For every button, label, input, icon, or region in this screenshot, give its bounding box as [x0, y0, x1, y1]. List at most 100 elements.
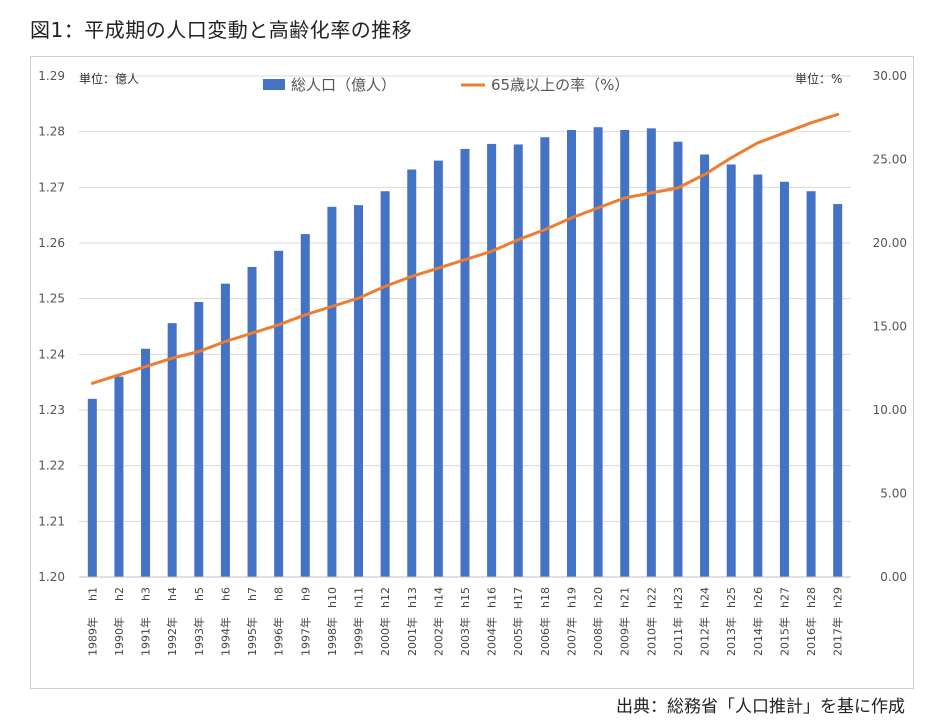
- bar: [593, 127, 603, 578]
- x-tick-era-label: h9: [299, 587, 312, 601]
- x-tick-year-label: 2000年: [378, 617, 392, 656]
- left-axis-tick-label: 1.28: [38, 125, 65, 139]
- x-tick-year-label: 2014年: [751, 617, 765, 656]
- x-tick-year-label: 1993年: [192, 617, 206, 656]
- bar: [513, 144, 523, 577]
- x-tick-era-label: h5: [193, 587, 206, 601]
- right-axis-tick-label: 0.00: [880, 570, 907, 584]
- bar: [833, 204, 843, 578]
- legend-aging-rate-label: 65歳以上の率（%）: [491, 76, 629, 94]
- right-axis-tick-label: 25.00: [873, 153, 907, 167]
- x-tick-era-label: h19: [565, 587, 578, 608]
- x-tick-era-label: h3: [140, 587, 153, 601]
- bar: [141, 348, 151, 577]
- x-tick-year-label: 2012年: [698, 617, 712, 656]
- right-axis-tick-label: 5.00: [880, 487, 907, 501]
- bar: [407, 169, 417, 577]
- x-tick-era-label: h24: [699, 587, 712, 608]
- bar: [327, 206, 337, 578]
- left-axis-unit-label: 単位：億人: [79, 71, 139, 86]
- x-tick-era-label: H23: [672, 587, 685, 609]
- right-axis-tick-label: 30.00: [873, 69, 907, 83]
- x-tick-year-label: 1992年: [165, 617, 179, 656]
- left-axis-tick-label: 1.26: [38, 236, 65, 250]
- x-tick-era-label: h28: [805, 587, 818, 608]
- legend-population-label: 総人口（億人）: [291, 76, 396, 94]
- bar: [620, 129, 630, 577]
- x-tick-year-label: 2007年: [564, 617, 578, 656]
- x-tick-year-label: 2005年: [511, 617, 525, 656]
- x-tick-era-label: h11: [353, 587, 366, 608]
- bar: [300, 234, 310, 578]
- bar: [167, 323, 177, 577]
- right-axis-unit-label: 単位：%: [795, 71, 842, 86]
- bar: [433, 160, 443, 577]
- x-tick-era-label: h22: [645, 587, 658, 608]
- right-axis-tick-label: 10.00: [873, 403, 907, 417]
- left-axis-tick-label: 1.25: [38, 292, 65, 306]
- bar: [487, 143, 497, 577]
- x-tick-era-label: h18: [539, 587, 552, 608]
- x-tick-year-label: 2011年: [671, 617, 685, 656]
- axes: 1.20 1.21 1.22 1.23 1.24 1.25 1.26 1.27 1.28 1.29…: [38, 69, 907, 656]
- x-tick-year-label: 2006年: [538, 617, 552, 656]
- bar: [274, 250, 284, 577]
- x-tick-era-label: H17: [512, 587, 525, 609]
- x-tick-year-label: 2001年: [405, 617, 419, 656]
- x-tick-year-label: 2009年: [618, 617, 632, 656]
- chart-svg: 1.20 1.21 1.22 1.23 1.24 1.25 1.26 1.27 1.28 1.29…: [38, 69, 907, 656]
- legend-bar-swatch: [263, 79, 285, 90]
- x-tick-era-label: h1: [86, 587, 99, 601]
- legend: 総人口（億人） 65歳以上の率（%）: [263, 76, 629, 94]
- chart-area: 1.20 1.21 1.22 1.23 1.24 1.25 1.26 1.27 1.28 1.29…: [30, 56, 914, 689]
- left-axis-tick-label: 1.21: [38, 514, 65, 528]
- left-axis-tick-label: 1.27: [38, 180, 65, 194]
- x-tick-era-label: h15: [459, 587, 472, 608]
- x-tick-year-label: 2017年: [831, 617, 845, 656]
- x-tick-year-label: 2010年: [644, 617, 658, 656]
- x-tick-era-label: h12: [379, 587, 392, 608]
- left-axis-tick-label: 1.22: [38, 459, 65, 473]
- bar: [806, 191, 816, 578]
- x-tick-year-label: 1991年: [139, 617, 153, 656]
- x-tick-era-label: h16: [486, 587, 499, 608]
- x-tick-era-label: h20: [592, 587, 605, 608]
- x-tick-year-label: 1998年: [325, 617, 339, 656]
- x-tick-era-label: h13: [406, 587, 419, 608]
- bar: [673, 141, 683, 577]
- x-tick-era-label: h2: [113, 587, 126, 601]
- x-tick-year-label: 1996年: [272, 617, 286, 656]
- bar: [220, 283, 230, 577]
- right-axis-tick-label: 15.00: [873, 320, 907, 334]
- line-65plus-rate: [90, 112, 840, 385]
- line-series: [90, 112, 840, 385]
- bar: [380, 191, 390, 578]
- x-tick-year-label: 1994年: [218, 617, 232, 656]
- x-tick-era-label: h7: [246, 587, 259, 601]
- x-tick-era-label: h27: [778, 587, 791, 608]
- x-tick-year-label: 1990年: [112, 617, 126, 656]
- x-tick-era-label: h29: [832, 587, 845, 608]
- x-tick-year-label: 2013年: [724, 617, 738, 656]
- left-axis-tick-label: 1.29: [38, 69, 65, 83]
- bar-series: [87, 127, 843, 578]
- x-tick-year-label: 2015年: [777, 617, 791, 656]
- bar: [114, 376, 124, 577]
- x-tick-year-label: 2003年: [458, 617, 472, 656]
- bar: [540, 137, 550, 577]
- bar: [460, 148, 470, 577]
- bar: [753, 174, 763, 577]
- left-axis-tick-label: 1.20: [38, 570, 65, 584]
- x-tick-year-label: 2002年: [431, 617, 445, 656]
- figure-title: 図1：平成期の人口変動と高齢化率の推移: [30, 18, 413, 42]
- x-tick-era-label: h14: [432, 587, 445, 608]
- bar: [726, 164, 736, 577]
- x-tick-year-label: 1995年: [245, 617, 259, 656]
- x-tick-era-label: h10: [326, 587, 339, 608]
- x-tick-year-label: 2016年: [804, 617, 818, 656]
- left-axis-tick-label: 1.23: [38, 403, 65, 417]
- x-tick-year-label: 2004年: [485, 617, 499, 656]
- bar: [646, 128, 656, 577]
- x-tick-era-label: h8: [273, 587, 286, 601]
- x-tick-era-label: h21: [619, 587, 632, 608]
